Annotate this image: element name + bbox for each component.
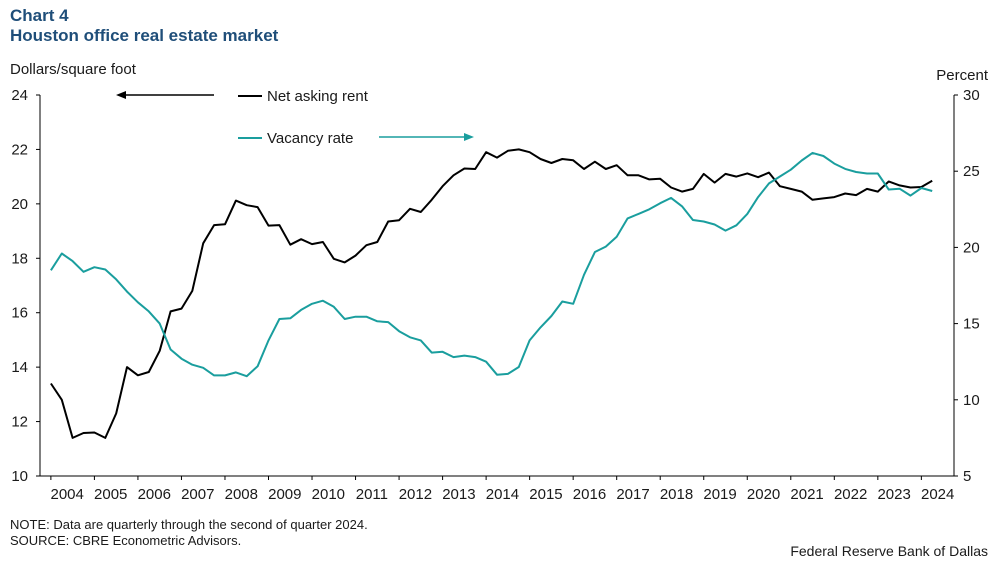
x-axis-tick-label: 2011 bbox=[356, 486, 388, 503]
x-axis-tick-label: 2014 bbox=[486, 486, 519, 503]
note-text: NOTE: Data are quarterly through the sec… bbox=[10, 517, 368, 532]
right-axis-tick-label: 25 bbox=[963, 163, 980, 180]
series-line-net-asking-rent bbox=[50, 148, 933, 439]
left-axis-tick-label: 24 bbox=[11, 87, 28, 104]
x-axis-tick-label: 2006 bbox=[138, 486, 171, 503]
left-axis-tick-label: 14 bbox=[11, 359, 28, 376]
left-axis-tick-label: 20 bbox=[11, 196, 28, 213]
x-axis-tick-label: 2008 bbox=[225, 486, 258, 503]
x-axis-tick-label: 2007 bbox=[181, 486, 214, 503]
legend-arrow-head-vacancy-rate bbox=[464, 133, 474, 141]
x-axis-tick-label: 2022 bbox=[834, 486, 867, 503]
right-axis-unit-label: Percent bbox=[936, 67, 988, 84]
left-axis-tick-label: 18 bbox=[11, 250, 28, 267]
left-axis-tick-label: 12 bbox=[11, 414, 28, 431]
x-axis-tick-label: 2005 bbox=[94, 486, 127, 503]
chart-number: Chart 4 bbox=[10, 6, 69, 25]
x-axis-tick-label: 2013 bbox=[442, 486, 475, 503]
series-line-vacancy-rate bbox=[50, 151, 933, 378]
right-axis-tick-label: 15 bbox=[963, 316, 980, 333]
right-axis-tick-label: 10 bbox=[963, 392, 980, 409]
legend-arrow-head-net-asking-rent bbox=[116, 91, 126, 99]
x-axis-tick-label: 2024 bbox=[921, 486, 954, 503]
legend-label-net-asking-rent: Net asking rent bbox=[267, 88, 369, 105]
x-axis-tick-label: 2012 bbox=[399, 486, 432, 503]
x-axis-tick-label: 2017 bbox=[616, 486, 649, 503]
left-axis-tick-label: 16 bbox=[11, 305, 28, 322]
x-axis-tick-label: 2021 bbox=[790, 486, 823, 503]
right-axis-tick-label: 20 bbox=[963, 239, 980, 256]
x-axis-tick-label: 2015 bbox=[529, 486, 562, 503]
series-layer bbox=[50, 148, 933, 439]
chart-title: Houston office real estate market bbox=[10, 26, 279, 45]
x-axis-tick-label: 2004 bbox=[51, 486, 84, 503]
x-axis-tick-label: 2019 bbox=[703, 486, 736, 503]
x-axis-tick-label: 2018 bbox=[660, 486, 693, 503]
x-axis-tick-label: 2016 bbox=[573, 486, 606, 503]
left-axis-tick-label: 22 bbox=[11, 141, 28, 158]
credit-text: Federal Reserve Bank of Dallas bbox=[790, 543, 988, 559]
left-axis-unit-label: Dollars/square foot bbox=[10, 61, 136, 78]
legend: Net asking rent Vacancy rate bbox=[116, 88, 474, 147]
x-axis-tick-label: 2010 bbox=[312, 486, 345, 503]
x-axis-tick-label: 2020 bbox=[747, 486, 780, 503]
left-axis-tick-label: 10 bbox=[11, 468, 28, 485]
source-text: SOURCE: CBRE Econometric Advisors. bbox=[10, 533, 242, 548]
legend-label-vacancy-rate: Vacancy rate bbox=[267, 130, 353, 147]
right-axis-tick-label: 30 bbox=[963, 87, 980, 104]
x-axis-tick-label: 2009 bbox=[268, 486, 301, 503]
x-axis-tick-label: 2023 bbox=[877, 486, 910, 503]
right-axis-tick-label: 5 bbox=[963, 468, 971, 485]
